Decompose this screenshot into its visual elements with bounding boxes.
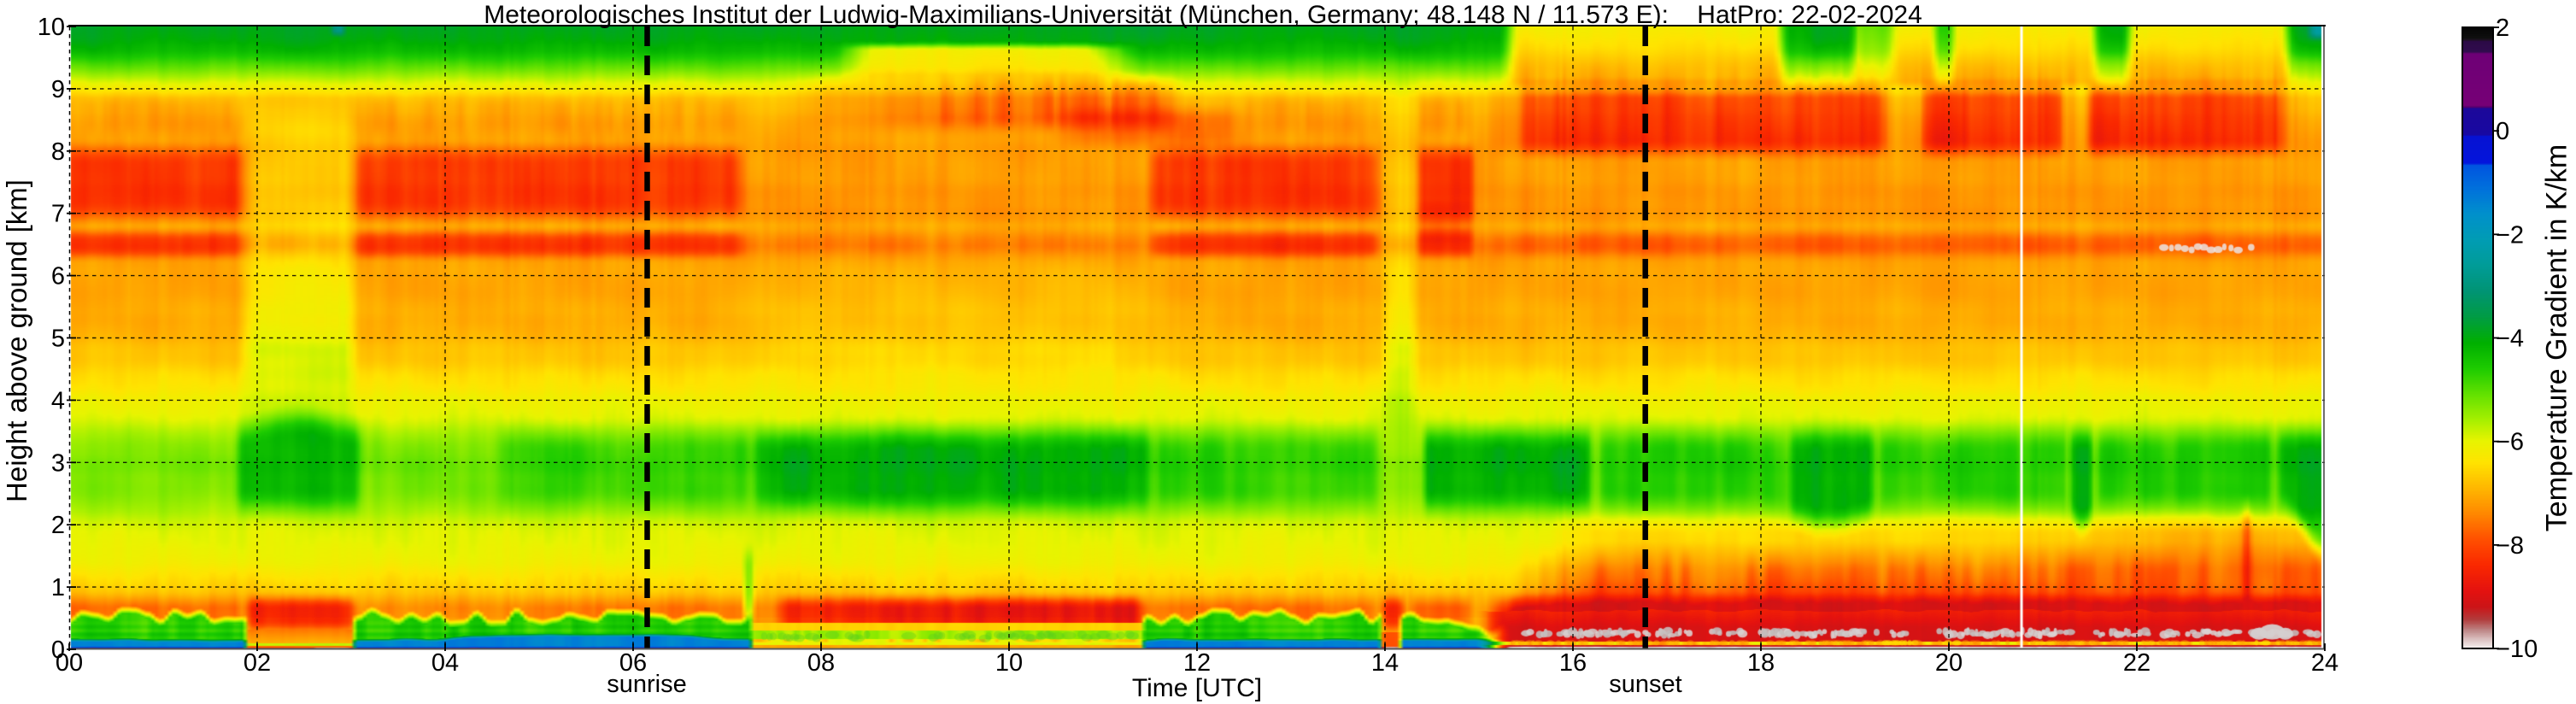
svg-text:2: 2	[51, 512, 65, 539]
svg-text:08: 08	[807, 649, 835, 677]
svg-text:10: 10	[38, 14, 65, 41]
svg-text:7: 7	[51, 201, 65, 228]
svg-text:0: 0	[2496, 118, 2509, 145]
svg-text:24: 24	[2311, 649, 2338, 677]
svg-text:10: 10	[995, 649, 1023, 677]
svg-text:02: 02	[244, 649, 271, 677]
svg-text:18: 18	[1747, 649, 1775, 677]
svg-text:−8: −8	[2496, 532, 2524, 560]
svg-text:20: 20	[1935, 649, 1963, 677]
svg-text:1: 1	[51, 574, 65, 601]
svg-text:16: 16	[1559, 649, 1587, 677]
svg-text:5: 5	[51, 326, 65, 353]
svg-text:6: 6	[51, 263, 65, 290]
svg-text:04: 04	[431, 649, 459, 677]
svg-text:3: 3	[51, 449, 65, 477]
svg-text:−10: −10	[2496, 636, 2538, 663]
svg-text:06: 06	[619, 649, 647, 677]
svg-text:22: 22	[2123, 649, 2151, 677]
svg-text:0: 0	[51, 637, 65, 664]
svg-text:−4: −4	[2496, 326, 2524, 353]
svg-text:14: 14	[1371, 649, 1399, 677]
svg-text:4: 4	[51, 387, 65, 414]
svg-text:−6: −6	[2496, 429, 2524, 456]
svg-text:2: 2	[2496, 15, 2509, 42]
svg-text:−2: −2	[2496, 221, 2524, 249]
svg-text:9: 9	[51, 76, 65, 103]
svg-text:12: 12	[1183, 649, 1211, 677]
svg-text:00: 00	[56, 649, 83, 677]
svg-text:8: 8	[51, 138, 65, 166]
